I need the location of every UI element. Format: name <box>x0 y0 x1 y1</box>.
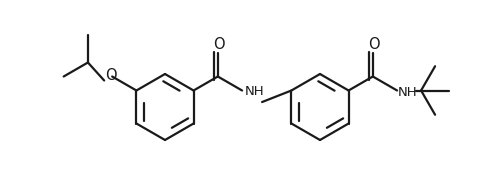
Text: O: O <box>106 68 117 83</box>
Text: NH: NH <box>397 86 417 99</box>
Text: NH: NH <box>244 85 264 98</box>
Text: O: O <box>213 37 225 52</box>
Text: O: O <box>368 37 380 52</box>
